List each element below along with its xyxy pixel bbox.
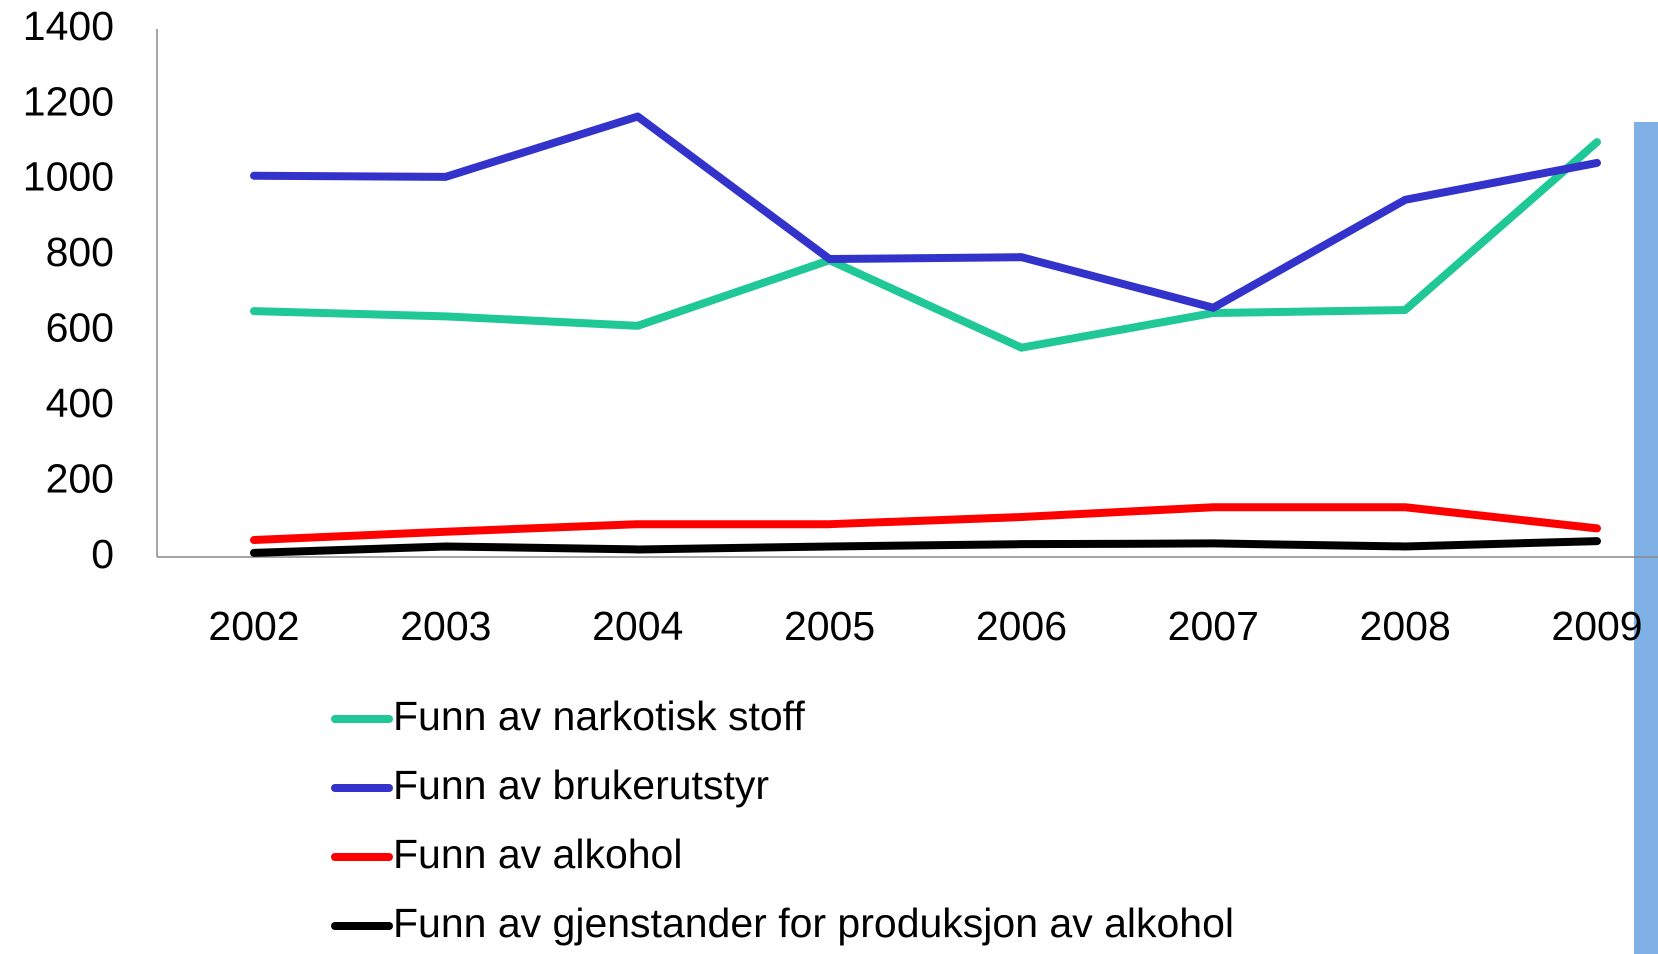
series-line (250, 138, 1601, 352)
series-line (250, 537, 1601, 557)
series-line (250, 112, 1601, 312)
side-panel (1634, 122, 1658, 954)
x-tick-label: 2002 (208, 603, 299, 649)
y-tick-label: 1000 (23, 154, 114, 200)
y-tick-label: 0 (91, 531, 114, 577)
legend-label: Funn av brukerutstyr (393, 762, 769, 808)
legend-label: Funn av gjenstander for produksjon av al… (393, 900, 1234, 946)
x-tick-label: 2005 (784, 603, 875, 649)
x-tick-label: 2008 (1360, 603, 1451, 649)
y-tick-label: 200 (46, 455, 114, 501)
x-tick-label: 2004 (592, 603, 683, 649)
y-tick-label: 400 (46, 380, 114, 426)
x-tick-label: 2009 (1551, 603, 1642, 649)
legend-label: Funn av alkohol (393, 831, 682, 877)
x-tick-label: 2006 (976, 603, 1067, 649)
y-tick-label: 1400 (23, 3, 114, 49)
y-tick-label: 800 (46, 229, 114, 275)
x-tick-label: 2007 (1168, 603, 1259, 649)
series-line (250, 503, 1601, 545)
y-tick-label: 600 (46, 305, 114, 351)
x-tick-label: 2003 (400, 603, 491, 649)
legend-label: Funn av narkotisk stoff (393, 693, 805, 739)
y-tick-label: 1200 (23, 78, 114, 124)
